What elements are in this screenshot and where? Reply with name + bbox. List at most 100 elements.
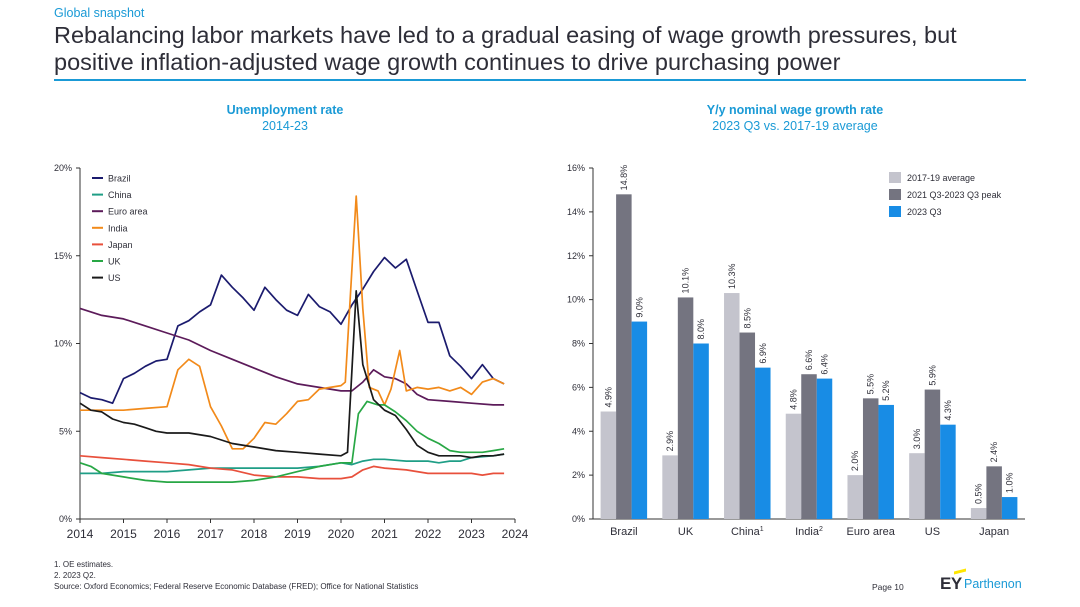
y-tick-label: 10% bbox=[567, 295, 585, 305]
legend-label: China bbox=[108, 190, 132, 200]
bar bbox=[724, 293, 740, 519]
legend-label: 2023 Q3 bbox=[907, 207, 942, 217]
logo-ey: EY bbox=[940, 574, 962, 593]
bar bbox=[616, 194, 632, 519]
legend-swatch bbox=[889, 172, 901, 183]
bar bbox=[986, 466, 1002, 519]
category-label: Brazil bbox=[610, 526, 638, 538]
x-tick-label: 2024 bbox=[502, 527, 529, 541]
bar-data-label: 2.4% bbox=[989, 442, 999, 463]
bar-chart-title-text: Y/y nominal wage growth rate bbox=[706, 103, 884, 117]
source-note: Source: Oxford Economics; Federal Reserv… bbox=[54, 582, 419, 591]
line-chart-subtitle: 2014-23 bbox=[262, 119, 308, 133]
category-label: US bbox=[925, 526, 940, 538]
legend-label: Brazil bbox=[108, 174, 131, 184]
bar-data-label: 5.9% bbox=[927, 365, 937, 386]
y-tick-label: 20% bbox=[54, 163, 72, 173]
bar bbox=[801, 374, 817, 519]
series-line-us bbox=[79, 290, 505, 459]
x-tick-label: 2016 bbox=[154, 527, 181, 541]
x-tick-label: 2021 bbox=[371, 527, 398, 541]
page-number: Page 10 bbox=[872, 582, 904, 592]
bar bbox=[785, 413, 802, 519]
bar bbox=[970, 508, 987, 519]
bar bbox=[847, 475, 863, 519]
y-tick-label: 8% bbox=[572, 339, 585, 349]
legend-swatch bbox=[889, 206, 901, 217]
y-tick-label: 14% bbox=[567, 207, 585, 217]
title-divider bbox=[54, 79, 1026, 81]
bar-data-label: 5.5% bbox=[866, 374, 876, 395]
bar-data-label: 8.0% bbox=[696, 319, 706, 340]
bar bbox=[862, 398, 879, 519]
bar bbox=[816, 378, 833, 519]
bar bbox=[755, 367, 771, 519]
legend-label: US bbox=[108, 273, 121, 283]
category-label: India2 bbox=[795, 526, 823, 538]
page-title: Rebalancing labor markets have led to a … bbox=[54, 22, 1044, 76]
y-tick-label: 12% bbox=[567, 251, 585, 261]
y-tick-label: 4% bbox=[572, 426, 585, 436]
y-tick-label: 0% bbox=[59, 514, 72, 524]
footnote-1: 1. OE estimates. bbox=[54, 560, 114, 569]
category-label: Japan bbox=[979, 526, 1009, 538]
bar bbox=[940, 424, 956, 519]
y-tick-label: 0% bbox=[572, 514, 585, 524]
bar bbox=[909, 453, 925, 519]
y-tick-label: 6% bbox=[572, 382, 585, 392]
category-label: UK bbox=[678, 526, 694, 538]
legend-label: 2017-19 average bbox=[907, 173, 975, 183]
bar bbox=[1001, 497, 1018, 519]
bar-data-label: 8.5% bbox=[742, 308, 752, 329]
bar-data-label: 5.2% bbox=[881, 380, 891, 401]
legend-label: Japan bbox=[108, 240, 133, 250]
series-line-euro-area bbox=[79, 307, 505, 406]
bar-data-label: 4.8% bbox=[789, 389, 799, 410]
bar bbox=[693, 343, 709, 519]
bar-data-label: 9.0% bbox=[634, 297, 644, 318]
section-kicker: Global snapshot bbox=[54, 6, 145, 20]
series-line-brazil bbox=[79, 256, 505, 405]
bar-chart-subtitle: 2023 Q3 vs. 2017-19 average bbox=[712, 119, 878, 133]
bar-data-label: 10.3% bbox=[727, 264, 737, 290]
bar-data-label: 0.5% bbox=[974, 484, 984, 505]
bar bbox=[600, 411, 617, 519]
y-tick-label: 16% bbox=[567, 163, 585, 173]
line-chart-title: Unemployment rate 2014-23 bbox=[130, 102, 440, 134]
x-tick-label: 2014 bbox=[67, 527, 94, 541]
bar-data-label: 6.6% bbox=[804, 350, 814, 371]
bar bbox=[631, 321, 648, 519]
x-tick-label: 2017 bbox=[197, 527, 224, 541]
footnote-2: 2. 2023 Q2. bbox=[54, 571, 96, 580]
x-tick-label: 2019 bbox=[284, 527, 311, 541]
bar-data-label: 14.8% bbox=[619, 165, 629, 191]
series-line-uk bbox=[79, 400, 505, 483]
bar bbox=[924, 389, 941, 519]
bar-data-label: 6.9% bbox=[758, 343, 768, 364]
bar-data-label: 6.4% bbox=[820, 354, 830, 375]
bar bbox=[677, 297, 694, 519]
bar-data-label: 1.0% bbox=[1005, 473, 1015, 494]
footnotes: 1. OE estimates. 2. 2023 Q2. Source: Oxf… bbox=[54, 559, 418, 592]
line-chart-title-text: Unemployment rate bbox=[226, 103, 344, 117]
category-label: China1 bbox=[731, 526, 764, 538]
legend-label: UK bbox=[108, 257, 121, 267]
x-tick-label: 2023 bbox=[458, 527, 485, 541]
bar-data-label: 3.0% bbox=[912, 429, 922, 450]
bar-data-label: 2.0% bbox=[850, 451, 860, 472]
page-title-line-1: Rebalancing labor markets have led to a … bbox=[54, 22, 957, 48]
y-tick-label: 2% bbox=[572, 470, 585, 480]
logo-parthenon: Parthenon bbox=[964, 577, 1022, 591]
x-tick-label: 2022 bbox=[415, 527, 442, 541]
legend-label: Euro area bbox=[108, 207, 148, 217]
bar-data-label: 4.9% bbox=[603, 387, 613, 408]
category-label: Euro area bbox=[847, 526, 896, 538]
series-line-japan bbox=[79, 454, 505, 480]
series-line-india bbox=[80, 195, 505, 450]
y-tick-label: 15% bbox=[54, 251, 72, 261]
y-tick-label: 5% bbox=[59, 426, 72, 436]
bar bbox=[739, 332, 756, 519]
page-title-line-2: positive inflation-adjusted wage growth … bbox=[54, 49, 841, 75]
